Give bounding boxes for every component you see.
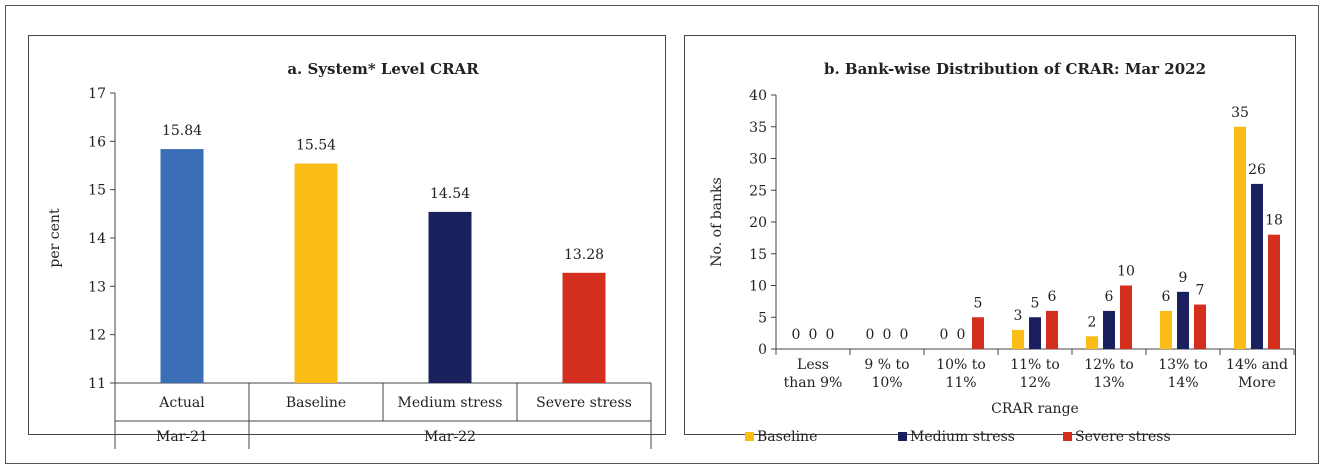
data-label: 13.28	[564, 247, 604, 263]
bar-baseline	[1234, 126, 1246, 349]
chart-title: b. Bank-wise Distribution of CRAR: Mar 2…	[824, 60, 1206, 78]
data-label: 0	[792, 327, 801, 343]
x-tick-label: 12% to	[1084, 357, 1134, 373]
bar-severe-stress	[1268, 234, 1280, 349]
figure-frame: a. System* Level CRAR 11 12 13 14 15 16 17 per c…	[5, 5, 1319, 464]
data-label: 10	[1117, 264, 1135, 280]
x-tick-label: Actual	[158, 395, 205, 411]
data-label: 3	[1014, 308, 1023, 324]
y-axis-label: per cent	[47, 208, 63, 268]
bar-severe-stress	[1120, 285, 1132, 349]
data-label: 15.84	[162, 123, 202, 139]
y-tick-label: 15	[749, 247, 767, 263]
y-tick-label: 11	[88, 376, 106, 392]
x-tick-label: 13%	[1093, 375, 1124, 391]
y-tick-label: 14	[88, 231, 106, 247]
y-tick-label: 10	[749, 279, 767, 295]
x-tick-label: Medium stress	[398, 395, 503, 411]
panel-bank-wise-distribution: b. Bank-wise Distribution of CRAR: Mar 2…	[684, 35, 1296, 445]
x-tick-label: than 9%	[784, 375, 843, 391]
bar-severe-stress	[1194, 304, 1206, 349]
bar-actual	[160, 149, 204, 383]
y-tick-label: 12	[88, 328, 106, 344]
bar-medium-stress	[1251, 183, 1263, 349]
chart-title: a. System* Level CRAR	[287, 60, 479, 78]
x-axis-label: CRAR range	[991, 401, 1079, 417]
x-tick-label: 11% to	[1010, 357, 1060, 373]
data-label: 7	[1196, 283, 1205, 299]
data-label: 0	[940, 327, 949, 343]
legend-swatch-severe-stress	[1063, 432, 1072, 441]
x-tick-label: 14% and	[1226, 357, 1288, 373]
y-tick-label: 15	[88, 183, 106, 199]
y-tick-label: 40	[749, 88, 767, 104]
x-tick-label: More	[1238, 375, 1276, 391]
data-label: 5	[1031, 295, 1040, 311]
data-label: 14.54	[430, 186, 470, 202]
data-label: 0	[809, 327, 818, 343]
bar-baseline	[294, 163, 338, 383]
data-label: 6	[1105, 289, 1114, 305]
data-label: 6	[1048, 289, 1057, 305]
data-label: 6	[1162, 289, 1171, 305]
legend-label: Baseline	[757, 429, 817, 445]
y-tick-label: 35	[749, 120, 767, 136]
legend-swatch-baseline	[745, 432, 754, 441]
data-label: 9	[1179, 270, 1188, 286]
data-label: 26	[1248, 162, 1266, 178]
y-tick-label: 17	[88, 86, 106, 102]
group-label: Mar-21	[156, 429, 208, 445]
x-tick-label: Baseline	[286, 395, 346, 411]
bar-medium-stress	[1029, 317, 1041, 349]
data-label: 0	[900, 327, 909, 343]
bar-baseline	[1086, 336, 1098, 349]
bar-baseline	[1012, 329, 1024, 349]
bar-medium-stress	[1177, 291, 1189, 349]
x-tick-label: 11%	[945, 375, 976, 391]
data-label: 2	[1088, 314, 1097, 330]
y-tick-label: 20	[749, 215, 767, 231]
legend-label: Severe stress	[1075, 429, 1171, 445]
y-tick-label: 0	[758, 342, 767, 358]
bar-baseline	[1160, 310, 1172, 349]
x-tick-label: 12%	[1019, 375, 1050, 391]
y-tick-label: 25	[749, 183, 767, 199]
x-tick-label: 10% to	[936, 357, 986, 373]
data-label: 0	[883, 327, 892, 343]
x-tick-label: Less	[797, 357, 829, 373]
y-tick-label: 16	[88, 134, 106, 150]
data-label: 5	[974, 295, 983, 311]
legend-label: Medium stress	[910, 429, 1015, 445]
data-label: 18	[1265, 213, 1283, 229]
data-label: 0	[866, 327, 875, 343]
y-tick-label: 30	[749, 152, 767, 168]
x-tick-label: Severe stress	[536, 395, 632, 411]
bar-severe-stress	[972, 317, 984, 349]
bar-severe-stress	[1046, 310, 1058, 349]
bar-severe-stress	[562, 272, 606, 383]
group-label: Mar-22	[424, 429, 476, 445]
data-label: 35	[1231, 105, 1249, 121]
y-tick-label: 13	[88, 279, 106, 295]
bar-medium-stress	[1103, 310, 1115, 349]
data-label: 0	[826, 327, 835, 343]
chart-bank-wise-distribution: b. Bank-wise Distribution of CRAR: Mar 2…	[709, 60, 1295, 445]
y-axis-label: No. of banks	[709, 177, 725, 266]
data-label: 0	[957, 327, 966, 343]
bar-medium-stress	[428, 211, 472, 383]
panel-system-level-crar: a. System* Level CRAR 11 12 13 14 15 16 17 per c…	[28, 35, 666, 449]
x-tick-label: 10%	[871, 375, 902, 391]
chart-system-level-crar: a. System* Level CRAR 11 12 13 14 15 16 17 per c…	[47, 60, 652, 449]
y-tick-label: 5	[758, 310, 767, 326]
data-label: 15.54	[296, 138, 336, 154]
x-tick-label: 13% to	[1158, 357, 1208, 373]
legend-swatch-medium-stress	[898, 432, 907, 441]
x-tick-label: 14%	[1167, 375, 1198, 391]
x-tick-label: 9 % to	[864, 357, 909, 373]
